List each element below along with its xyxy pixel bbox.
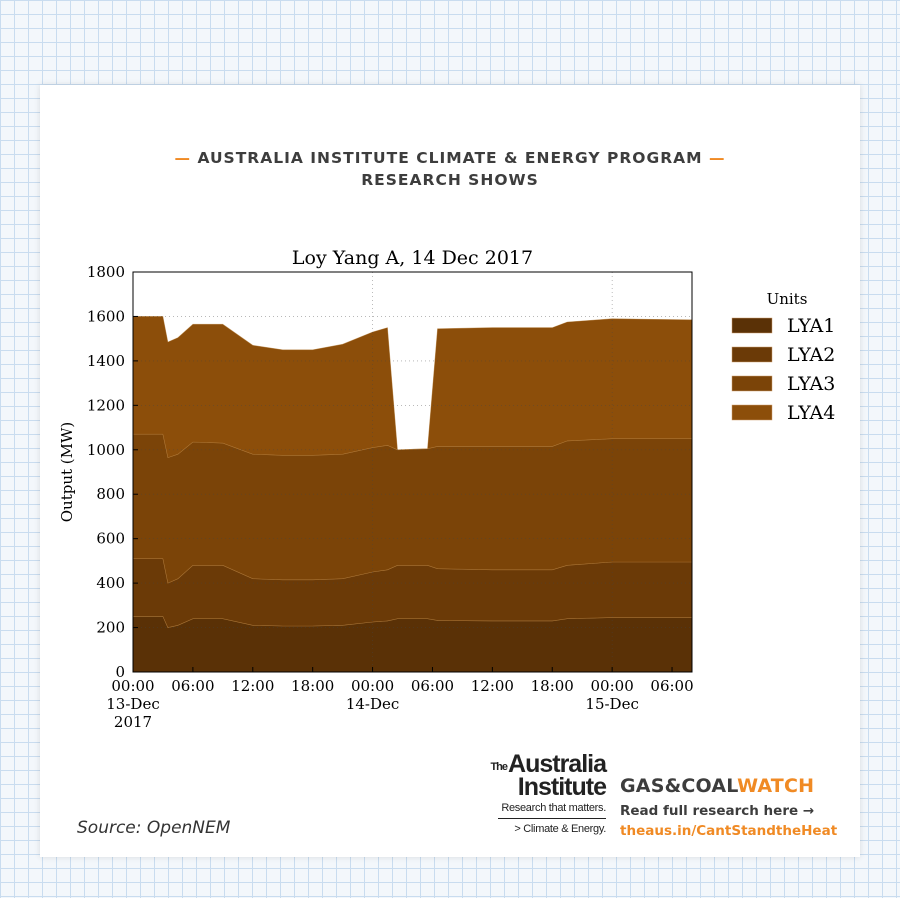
- area-lya1: [132, 616, 693, 673]
- x-tick-label-8-2: 15-Dec: [585, 695, 638, 713]
- area-lya3: [132, 433, 693, 584]
- y-tick-label-600: 600: [96, 530, 125, 548]
- legend-swatch-lya3: [731, 375, 773, 392]
- ai-logo-name-line-2: Institute: [517, 773, 607, 801]
- x-tick-label-0-3: 2017: [114, 713, 152, 731]
- y-tick-label-1000: 1000: [87, 441, 125, 459]
- legend-swatch-lya4: [731, 404, 773, 421]
- area-lya2: [132, 558, 693, 628]
- source-note: Source: OpenNEM: [77, 818, 231, 838]
- gcw-title-part-2: WATCH: [737, 775, 815, 797]
- y-axis-label: Output (MW): [58, 422, 76, 523]
- header-line-1: — AUSTRALIA INSTITUTE CLIMATE & ENERGY P…: [40, 147, 860, 169]
- research-link[interactable]: theaus.in/CantStandtheHeat: [620, 823, 838, 839]
- x-tick-label-7-1: 18:00: [531, 677, 574, 695]
- ai-logo-program: > Climate & Energy.: [514, 823, 606, 835]
- ai-logo-the: The: [490, 761, 508, 773]
- y-tick-label-1200: 1200: [87, 396, 125, 414]
- legend-label-lya4: LYA4: [787, 402, 835, 424]
- plot-frame: [132, 271, 693, 673]
- y-tick-label-1800: 1800: [87, 263, 125, 281]
- y-tick-label-200: 200: [96, 619, 125, 637]
- gas-coal-watch-block: GAS&COALWATCH Read full research here → …: [620, 775, 837, 839]
- x-tick-label-1-1: 06:00: [171, 677, 214, 695]
- x-tick-label-3-1: 18:00: [291, 677, 334, 695]
- legend-label-lya1: LYA1: [787, 315, 835, 337]
- y-tick-label-400: 400: [96, 574, 125, 592]
- output-area-chart: 02004006008001000120014001600180000:0013…: [58, 247, 835, 731]
- chart-title: Loy Yang A, 14 Dec 2017: [292, 247, 533, 269]
- x-tick-label-2-1: 12:00: [231, 677, 274, 695]
- program-header: — AUSTRALIA INSTITUTE CLIMATE & ENERGY P…: [40, 147, 860, 191]
- x-tick-label-4-1: 00:00: [351, 677, 394, 695]
- infographic-card: — AUSTRALIA INSTITUTE CLIMATE & ENERGY P…: [40, 85, 860, 857]
- y-tick-label-1400: 1400: [87, 352, 125, 370]
- legend-label-lya3: LYA3: [787, 373, 835, 395]
- x-tick-label-5-1: 06:00: [411, 677, 454, 695]
- read-more-text: Read full research here →: [620, 803, 815, 819]
- y-tick-label-800: 800: [96, 485, 125, 503]
- x-tick-label-8-1: 00:00: [591, 677, 634, 695]
- header-dash-left: —: [174, 149, 192, 167]
- legend-swatch-lya2: [731, 346, 773, 363]
- x-tick-label-9-1: 06:00: [650, 677, 693, 695]
- legend-label-lya2: LYA2: [787, 344, 835, 366]
- y-tick-label-0: 0: [115, 663, 125, 681]
- ai-logo-australia: Australia: [508, 750, 607, 778]
- australia-institute-logo: TheAustralia Institute Research that mat…: [486, 750, 607, 836]
- x-tick-label-0-2: 13-Dec: [106, 695, 159, 713]
- legend-swatch-lya1: [731, 317, 773, 334]
- header-title: AUSTRALIA INSTITUTE CLIMATE & ENERGY PRO…: [197, 149, 703, 167]
- ai-logo-name-line-1: TheAustralia: [486, 750, 607, 778]
- x-tick-label-4-2: 14-Dec: [346, 695, 399, 713]
- header-dash-right: —: [708, 149, 726, 167]
- x-tick-label-0-1: 00:00: [111, 677, 154, 695]
- x-tick-label-6-1: 12:00: [471, 677, 514, 695]
- ai-logo-divider: [498, 818, 606, 819]
- header-line-2: RESEARCH SHOWS: [361, 171, 539, 189]
- ai-logo-tagline: Research that matters.: [501, 802, 606, 814]
- legend-title: Units: [767, 290, 808, 308]
- y-tick-label-1600: 1600: [87, 307, 125, 325]
- gcw-title-part-1: GAS&COAL: [620, 775, 738, 797]
- gas-coal-watch-logo: GAS&COALWATCH: [620, 775, 837, 797]
